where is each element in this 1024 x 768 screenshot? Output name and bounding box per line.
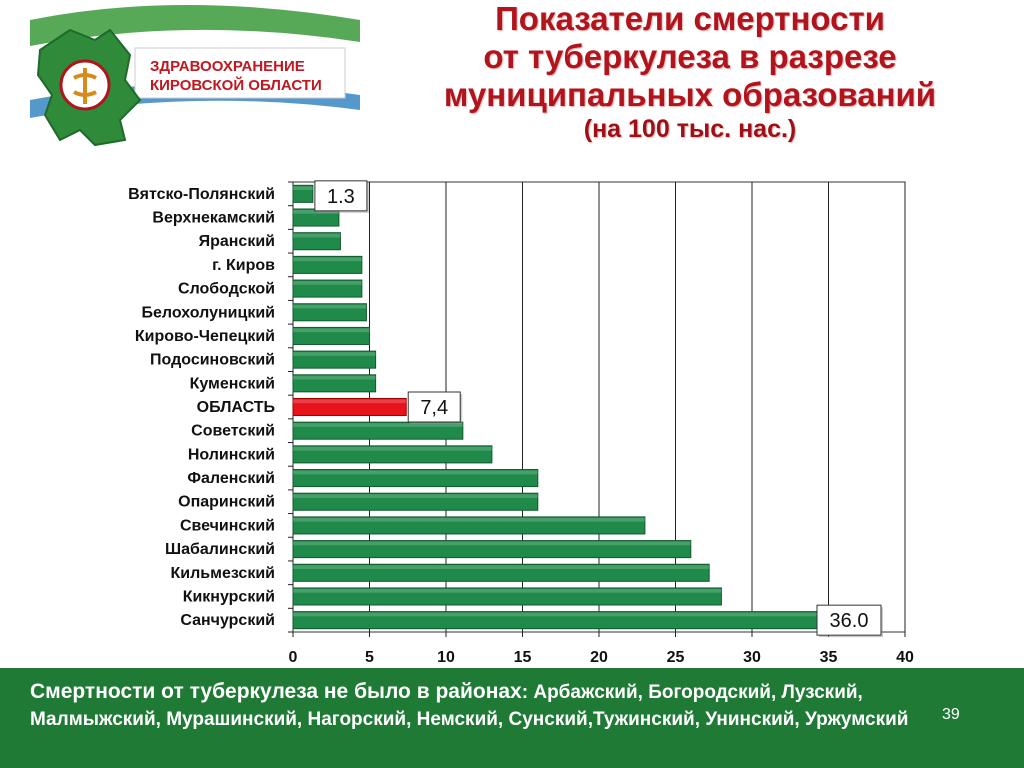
bar-highlight [293,186,313,191]
data-label: 1.3 [327,186,355,208]
bar-highlight [293,233,341,238]
footer-panel: Смертности от туберкулеза не было в райо… [0,668,1024,768]
x-tick-label: 10 [437,649,455,666]
footer-note-lead: Смертности от туберкулеза не было в райо… [30,680,522,703]
data-label: 7,4 [420,397,448,419]
bar [292,469,539,488]
x-tick-label: 25 [667,649,685,666]
x-tick-label: 20 [590,649,608,666]
category-label: Кикнурский [183,588,275,605]
logo-text-line2: КИРОВСКОЙ ОБЛАСТИ [150,76,322,94]
medical-emblem-icon [73,68,97,104]
category-label: Санчурский [180,612,275,629]
bar [292,397,407,417]
footer-note: Смертности от туберкулеза не было в райо… [30,678,965,733]
bar-highlight [293,470,538,475]
category-label: Верхнекамский [152,210,275,227]
data-label-box [407,391,461,423]
bar-highlight [293,446,492,451]
data-label: 36.0 [830,610,869,632]
bar-highlight [293,257,362,262]
bar [292,279,363,298]
title-line-2: от туберкулеза в разрезе [483,38,897,75]
page-title: Показатели смертности от туберкулеза в р… [380,0,1000,144]
bar-highlight [293,494,538,498]
data-label-box [314,180,368,212]
title-subtitle: (на 100 тыс. нас.) [583,115,797,143]
bar [292,445,493,464]
bar-highlight [293,541,691,546]
bar-highlight [293,210,339,214]
bar [292,232,341,251]
category-label: Советский [191,423,275,440]
category-label: Слободской [178,281,275,298]
data-label-box [816,604,882,636]
x-tick-label: 0 [289,649,298,666]
category-label: Белохолуницкий [142,304,275,321]
category-label: Фаленский [187,470,275,487]
bar-highlight [293,352,376,356]
bar-highlight [293,328,370,333]
category-label: Нолинский [188,446,275,463]
bar-highlight [293,517,645,522]
category-label: Куменский [190,375,275,392]
category-label: Подосиновский [150,352,275,369]
bar [292,350,377,369]
x-tick-label: 35 [820,649,838,666]
logo-text-line1: ЗДРАВООХРАНЕНИЕ [150,58,305,75]
bar-highlight [293,375,376,380]
bar [292,184,314,203]
ribbon-shape [30,5,360,46]
bar [292,540,692,559]
bar [292,492,539,511]
footer-note-districts: : Арбажский, Богородский, Лузский, Малмы… [30,682,909,730]
bar-highlight [293,612,844,617]
bar [292,516,646,535]
bar [292,421,464,440]
bar-highlight [293,399,407,404]
category-label: Кирово-Чепецкий [135,328,275,345]
x-tick-label: 15 [514,649,532,666]
category-label: Шабалинский [165,541,275,558]
bar-highlight [293,423,463,427]
bar [292,303,367,322]
category-label: Яранский [199,233,275,250]
bar [292,563,710,582]
bar [292,374,377,393]
bar-highlight [293,588,722,593]
page-number: 39 [942,706,960,723]
bar [292,255,363,274]
category-label: Кильмезский [171,565,275,582]
title-line-3: муниципальных образований [443,76,937,113]
x-tick-label: 30 [743,649,761,666]
category-label: Вятско-Полянский [128,186,275,203]
x-tick-label: 5 [365,649,374,666]
category-label: ОБЛАСТЬ [197,399,275,416]
bar [292,326,370,345]
title-line-1: Показатели смертности [495,0,885,37]
bar-highlight [293,281,362,285]
category-label: Свечинский [180,517,275,534]
category-label: Опаринский [178,494,275,511]
bar [292,587,722,606]
bar-highlight [293,304,367,309]
logo: ЗДРАВООХРАНЕНИЕ КИРОВСКОЙ ОБЛАСТИ [0,0,380,160]
x-tick-label: 40 [896,649,914,666]
bar-chart: 0 5 10 15 20 25 30 35 40 Вятско-Полянский Верхнека… [0,170,1024,675]
category-label: г. Киров [212,257,275,274]
bar-highlight [293,565,710,570]
